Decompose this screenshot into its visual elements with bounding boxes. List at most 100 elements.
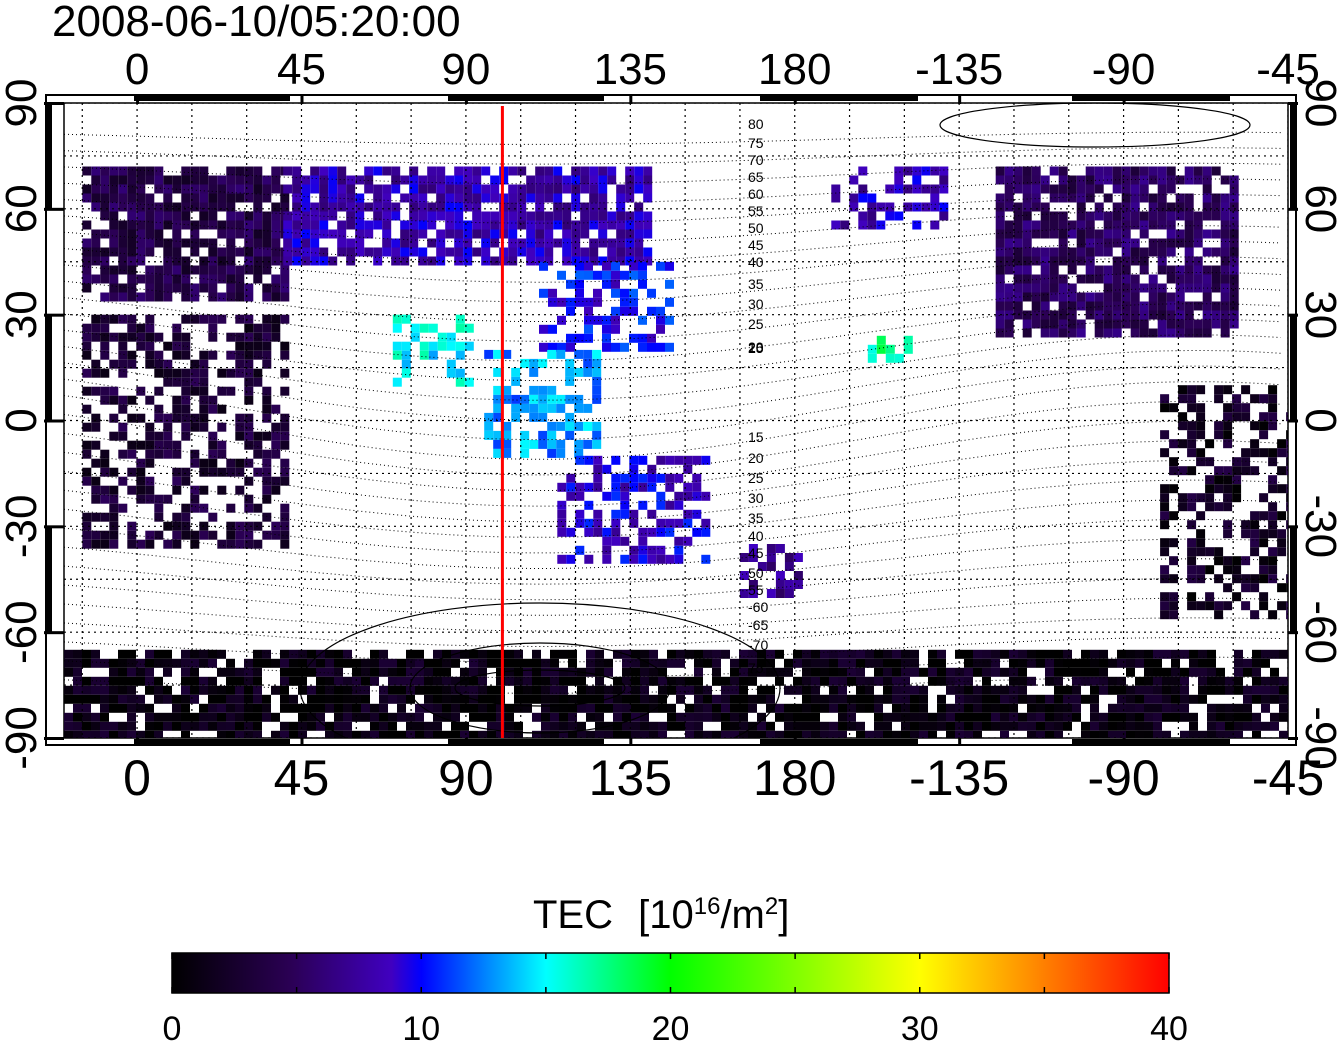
- tec-cell: [820, 676, 829, 686]
- tec-cell: [82, 256, 92, 266]
- frame-bar-right: [1290, 105, 1296, 208]
- tec-cell: [616, 229, 626, 239]
- tec-cell: [433, 721, 442, 731]
- tec-cell: [566, 342, 575, 352]
- tec-cell: [271, 238, 281, 248]
- tec-cell: [1063, 721, 1072, 731]
- tec-cell: [1126, 712, 1135, 722]
- tec-cell: [1139, 256, 1149, 266]
- tec-cell: [1166, 292, 1176, 302]
- tec-cell: [100, 458, 110, 468]
- tec-cell: [1112, 310, 1122, 320]
- tec-cell: [1178, 421, 1188, 431]
- tec-cell: [109, 503, 119, 513]
- tec-cell: [622, 703, 631, 713]
- tec-cell: [424, 685, 433, 695]
- tec-cell: [280, 676, 289, 686]
- left-lat-label: 0: [0, 408, 46, 432]
- tec-cell: [721, 649, 730, 659]
- tec-cell: [127, 730, 136, 738]
- tec-cell: [100, 386, 110, 396]
- tec-cell: [397, 658, 406, 668]
- tec-cell: [271, 229, 281, 239]
- tec-cell: [858, 193, 868, 203]
- tec-cell: [656, 324, 665, 334]
- tec-cell: [370, 649, 379, 659]
- tec-cell: [811, 712, 820, 722]
- tec-cell: [1126, 730, 1135, 738]
- tec-cell: [629, 333, 638, 343]
- tec-cell: [629, 261, 638, 271]
- tec-cell: [253, 332, 263, 342]
- tec-cell: [190, 247, 200, 257]
- tec-cell: [1270, 676, 1279, 686]
- tec-cell: [445, 220, 455, 230]
- tec-cell: [1058, 220, 1068, 230]
- tec-cell: [334, 649, 343, 659]
- tec-cell: [370, 721, 379, 731]
- contour-label: 75: [748, 660, 764, 676]
- tec-cell: [1022, 211, 1032, 221]
- tec-cell: [811, 694, 820, 704]
- tec-cell: [1241, 529, 1251, 539]
- tec-cell: [253, 377, 263, 387]
- tec-cell: [566, 297, 575, 307]
- tec-cell: [490, 175, 500, 185]
- tec-cell: [109, 431, 119, 441]
- tec-cell: [1085, 184, 1095, 194]
- tec-cell: [1166, 202, 1176, 212]
- tec-cell: [1067, 256, 1077, 266]
- tec-cell: [584, 297, 593, 307]
- tec-cell: [748, 658, 757, 668]
- tec-cell: [442, 730, 451, 738]
- tec-cell: [397, 712, 406, 722]
- tec-cell: [1196, 565, 1206, 575]
- tec-cell: [901, 694, 910, 704]
- tec-cell: [1013, 166, 1023, 176]
- tec-cell: [82, 721, 91, 731]
- tec-cell: [391, 247, 401, 257]
- tec-cell: [574, 349, 584, 359]
- tec-cell: [964, 667, 973, 677]
- tec-cell: [1243, 685, 1252, 695]
- tec-cell: [382, 211, 392, 221]
- tec-cell: [712, 712, 721, 722]
- tec-cell: [883, 649, 892, 659]
- tec-cell: [1229, 220, 1239, 230]
- tec-cell: [328, 229, 338, 239]
- tec-cell: [1040, 265, 1050, 275]
- tec-cell: [584, 527, 594, 537]
- tec-cell: [829, 676, 838, 686]
- tec-cell: [867, 202, 877, 212]
- tec-cell: [883, 685, 892, 695]
- tec-cell: [118, 184, 128, 194]
- tec-cell: [280, 503, 290, 513]
- tec-cell: [1130, 175, 1140, 185]
- tec-cell: [557, 509, 567, 519]
- tec-cell: [217, 292, 227, 302]
- tec-cell: [418, 211, 428, 221]
- tec-cell: [127, 485, 137, 495]
- tec-cell: [1076, 319, 1086, 329]
- tec-cell: [307, 703, 316, 713]
- tec-cell: [1184, 274, 1194, 284]
- tec-cell: [1225, 712, 1234, 722]
- tec-cell: [575, 270, 584, 280]
- tec-cell: [337, 229, 347, 239]
- bottom-lon-label: -135: [909, 750, 1009, 806]
- tec-cell: [538, 430, 548, 440]
- tec-cell: [811, 703, 820, 713]
- tec-cell: [557, 297, 566, 307]
- tec-cell: [602, 270, 611, 280]
- tec-cell: [928, 712, 937, 722]
- tec-cell: [1027, 658, 1036, 668]
- tec-cell: [784, 667, 793, 677]
- tec-cell: [1225, 721, 1234, 731]
- tec-cell: [127, 166, 137, 176]
- tec-cell: [638, 342, 647, 352]
- tec-cell: [811, 649, 820, 659]
- tec-cell: [163, 649, 172, 659]
- tec-cell: [1090, 658, 1099, 668]
- tec-cell: [616, 211, 626, 221]
- tec-cell: [316, 712, 325, 722]
